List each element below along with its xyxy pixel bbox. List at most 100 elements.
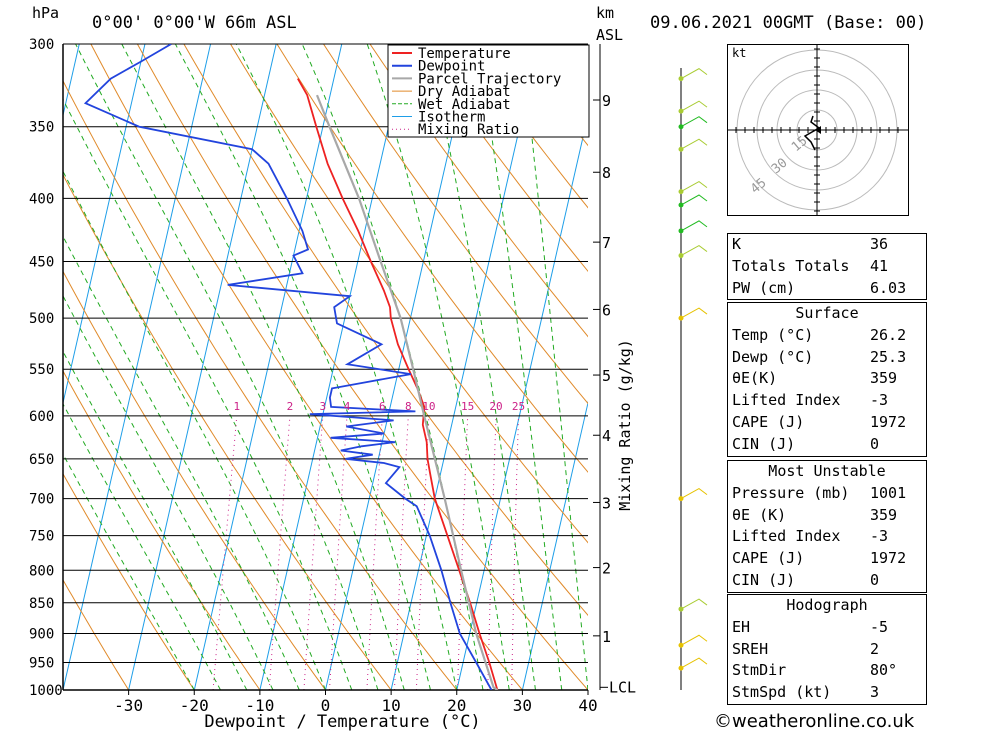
surface-row: Lifted Index -3 — [732, 391, 889, 410]
dry-adiabat-line — [229, 44, 588, 544]
x-axis-label: Dewpoint / Temperature (°C) — [204, 712, 480, 732]
pressure-tick-label: 350 — [29, 120, 54, 136]
isotherm-line — [521, 400, 588, 690]
most-unstable-row: CAPE (J) 1972 — [732, 549, 907, 568]
hodograph-trace — [803, 115, 821, 151]
km-tick-label: 7 — [602, 234, 611, 252]
wet-adiabat-line — [476, 44, 563, 690]
surface-title: Surface — [795, 304, 859, 322]
temp-tick-label: 10 — [381, 696, 400, 715]
legend-entry: Wet Adiabat — [418, 97, 511, 113]
wet-adiabat-line — [301, 44, 484, 690]
wind-barb — [680, 307, 708, 319]
wind-barb — [680, 634, 708, 646]
mixing-ratio-line — [212, 415, 238, 690]
index-row-pw: PW (cm) 6.03 — [732, 278, 907, 297]
wind-barb-dot — [678, 124, 684, 130]
copyright-link[interactable]: ©weatheronline.co.uk — [714, 711, 915, 732]
wind-barb — [680, 116, 708, 128]
dry-adiabat-line — [276, 44, 588, 473]
km-tick-label: 2 — [602, 560, 611, 578]
mixing-ratio-label: 10 — [422, 400, 435, 413]
mixing-ratio-line — [268, 415, 291, 690]
wet-adiabat-line — [521, 44, 588, 690]
pressure-tick-label: 600 — [29, 409, 54, 425]
wet-adiabat-line — [63, 402, 221, 690]
wet-adiabat-line — [121, 44, 405, 690]
mixing-ratio-label: 8 — [405, 400, 412, 413]
dry-adiabat-line — [322, 44, 588, 405]
dry-adiabat-line — [369, 44, 588, 338]
legend-entry: Mixing Ratio — [418, 122, 519, 138]
surface-row: θE(K) 359 — [732, 369, 898, 388]
mixing-ratio-label: 3 — [320, 400, 327, 413]
dry-adiabat-line — [63, 579, 130, 690]
legend-entry: Dewpoint — [418, 59, 485, 75]
km-tick-label: 9 — [602, 92, 611, 110]
most-unstable-row: Lifted Index -3 — [732, 527, 889, 546]
km-tick-label: 5 — [602, 367, 611, 385]
hodograph-row: StmSpd (kt) 3 — [732, 683, 880, 702]
datetime-label: 09.06.2021 00GMT (Base: 00) — [650, 13, 927, 33]
pressure-tick-label: 750 — [29, 529, 54, 545]
temp-tick-label: 0 — [321, 696, 331, 715]
wet-adiabat-line — [63, 98, 353, 690]
dry-adiabat-line — [63, 270, 326, 690]
pressure-tick-label: 650 — [29, 452, 54, 468]
hodograph-unit-label: kt — [732, 46, 746, 60]
km-label: km — [596, 4, 615, 22]
surface-table: Surface Temp (°C) 26.2 Dewp (°C) 25.3 θE(K… — [727, 302, 927, 457]
pressure-tick-label: 300 — [29, 37, 54, 53]
wind-barb — [680, 244, 708, 256]
dry-adiabat-line — [183, 44, 588, 617]
dry-adiabat-line — [462, 44, 588, 209]
pressure-tick-label: 450 — [29, 255, 54, 271]
series-dewpoint-line — [83, 44, 493, 690]
indices-table: K 36 Totals Totals 41 PW (cm) 6.03 — [727, 233, 927, 301]
legend-entry: Isotherm — [418, 110, 485, 126]
wind-barb — [680, 138, 708, 150]
dry-adiabat-line — [90, 44, 523, 690]
mixing-ratio-label: 15 — [461, 400, 474, 413]
mixing-ratio-label: 20 — [489, 400, 502, 413]
km-tick-label: 1 — [602, 628, 611, 646]
legend-entry: Dry Adiabat — [418, 84, 511, 100]
index-row-totals: Totals Totals 41 — [732, 256, 889, 275]
temp-tick-label: -30 — [114, 696, 143, 715]
location-label: 0°00' 0°00'W 66m ASL — [92, 13, 297, 33]
temp-tick-label: 40 — [578, 696, 597, 715]
wind-barb — [680, 194, 708, 206]
mixing-ratio-label: 4 — [344, 400, 351, 413]
wind-barb — [680, 657, 708, 669]
hodograph-row: EH -5 — [732, 617, 889, 636]
most-unstable-title: Most Unstable — [768, 462, 886, 480]
wet-adiabat-line — [63, 453, 195, 690]
pressure-tick-label: 400 — [29, 191, 54, 207]
hodograph-table: Hodograph EH -5 SREH 2 StmDir 80° StmSpd (k… — [727, 594, 927, 705]
wind-barb — [680, 488, 708, 500]
wind-barb — [680, 100, 708, 112]
pressure-tick-label: 1000 — [29, 683, 63, 699]
legend-entry: Parcel Trajectory — [418, 71, 561, 87]
hodograph-row: SREH 2 — [732, 639, 880, 658]
surface-row: Dewp (°C) 25.3 — [732, 347, 907, 366]
dry-adiabat-line — [63, 173, 392, 690]
wind-barb — [680, 220, 708, 232]
dry-adiabat-line — [63, 472, 195, 690]
isotherm-line — [0, 0, 36, 690]
legend-box — [387, 44, 590, 138]
mixing-ratio-axis-label: Mixing Ratio (g/kg) — [616, 339, 634, 511]
km-tick-label: 4 — [602, 427, 611, 445]
wet-adiabat-line — [63, 170, 326, 690]
wet-adiabat-line — [235, 44, 458, 690]
isotherm-line — [63, 44, 80, 118]
most-unstable-table: Most Unstable Pressure (mb) 1001 θE (K) 35… — [727, 460, 927, 593]
temp-tick-label: 20 — [447, 696, 466, 715]
dry-adiabat-line — [415, 44, 588, 273]
index-row-k: K 36 — [732, 235, 889, 253]
dry-adiabat-line — [63, 79, 458, 690]
most-unstable-row: CIN (J) 0 — [732, 570, 880, 589]
temp-tick-label: -20 — [180, 696, 209, 715]
